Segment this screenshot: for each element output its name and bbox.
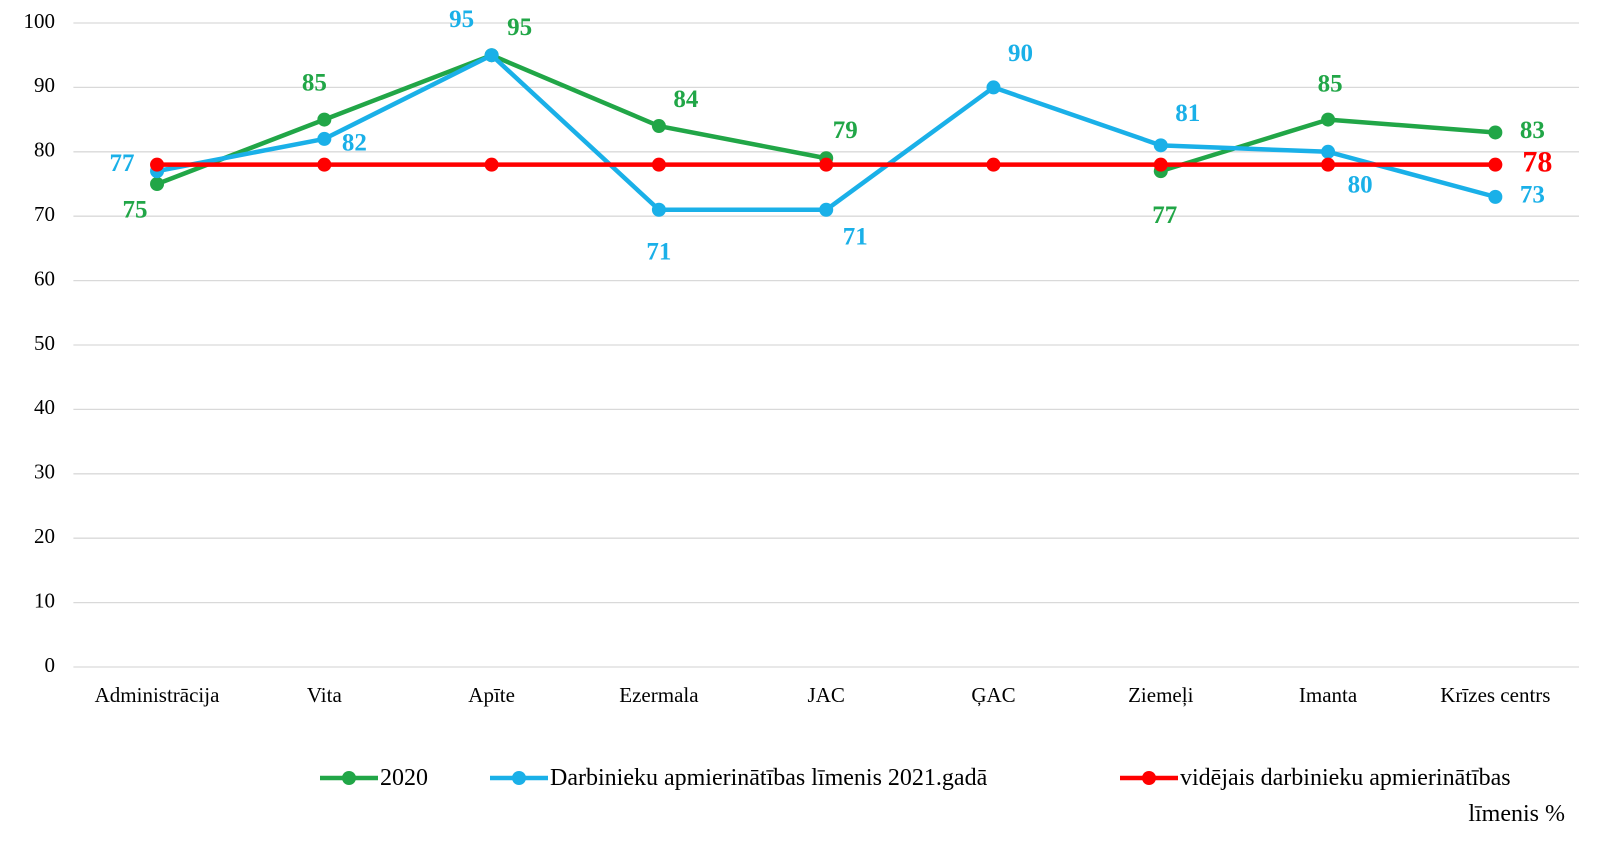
data-label: 84 (673, 86, 699, 113)
y-tick-label: 40 (34, 395, 55, 419)
x-tick-label: ĢAC (971, 683, 1015, 707)
point (150, 177, 165, 191)
y-tick-label: 100 (24, 9, 56, 33)
point (317, 131, 332, 146)
point (1321, 144, 1336, 159)
x-tick-label: Administrācija (95, 683, 220, 707)
y-tick-label: 50 (34, 331, 55, 355)
y-tick-label: 10 (34, 588, 55, 612)
data-label: 77 (110, 150, 135, 177)
data-label: 83 (1520, 117, 1545, 144)
data-label: 71 (646, 238, 671, 265)
x-tick-label: Ezermala (619, 683, 699, 707)
data-label: 85 (1318, 70, 1343, 97)
point (317, 157, 332, 172)
chart: 0 10 20 30 40 50 60 70 80 90 100 Administrācija Vita… (24, 6, 1579, 707)
data-label: 82 (342, 130, 367, 157)
x-tick-label: Vita (307, 683, 343, 707)
legend-swatch (1120, 771, 1178, 785)
point (484, 157, 499, 172)
point (1321, 157, 1336, 172)
data-label: 71 (843, 223, 868, 250)
x-tick-label: Apīte (468, 683, 515, 707)
point (986, 157, 1001, 172)
legend-item: 2020 (320, 760, 428, 796)
y-tick-label: 90 (34, 73, 55, 97)
legend-marker (342, 771, 356, 785)
legend-swatch (490, 771, 548, 785)
data-label: 95 (507, 14, 532, 41)
data-label: 75 (123, 197, 148, 224)
data-label: 73 (1520, 182, 1545, 209)
y-tick-label: 80 (34, 138, 55, 162)
data-label: 95 (449, 6, 474, 33)
legend-label: vidējais darbinieku apmierinātības līmen… (1180, 765, 1565, 827)
point (484, 48, 499, 63)
y-tick-label: 60 (34, 266, 55, 290)
x-tick-label: Ziemeļi (1128, 683, 1193, 707)
point (150, 157, 165, 172)
y-tick-label: 70 (34, 202, 55, 226)
y-tick-label: 20 (34, 524, 55, 548)
legend-marker (512, 771, 526, 785)
x-tick-label: JAC (808, 683, 845, 707)
point (1153, 157, 1168, 172)
data-label: 85 (302, 69, 327, 96)
point (986, 80, 1001, 95)
x-tick-label: Krīzes centrs (1440, 683, 1550, 707)
legend-item: Darbinieku apmierinātības līmenis 2021.g… (490, 760, 987, 796)
y-tick-label: 0 (45, 653, 56, 677)
point (1488, 157, 1503, 172)
legend-label: Darbinieku apmierinātības līmenis 2021.g… (550, 765, 988, 791)
data-label: 78 (1522, 146, 1552, 179)
point (1488, 189, 1503, 204)
point (651, 119, 666, 134)
point (1321, 112, 1336, 127)
data-label: 90 (1008, 40, 1033, 67)
legend-item: vidējais darbinieku apmierinātības līmen… (1120, 760, 1565, 832)
point (1153, 138, 1168, 153)
legend-swatch (320, 771, 378, 785)
point (317, 112, 332, 127)
point (819, 157, 834, 172)
point (819, 202, 834, 217)
y-tick-label: 30 (34, 460, 55, 484)
x-tick-label: Imanta (1299, 683, 1358, 707)
point (1488, 125, 1503, 140)
data-label: 79 (833, 117, 858, 144)
data-label: 81 (1175, 100, 1200, 127)
data-label: 80 (1348, 172, 1373, 199)
legend-marker (1142, 771, 1156, 785)
point (651, 157, 666, 172)
legend-label: 2020 (380, 765, 428, 791)
data-label: 77 (1152, 202, 1177, 229)
point (651, 202, 666, 217)
